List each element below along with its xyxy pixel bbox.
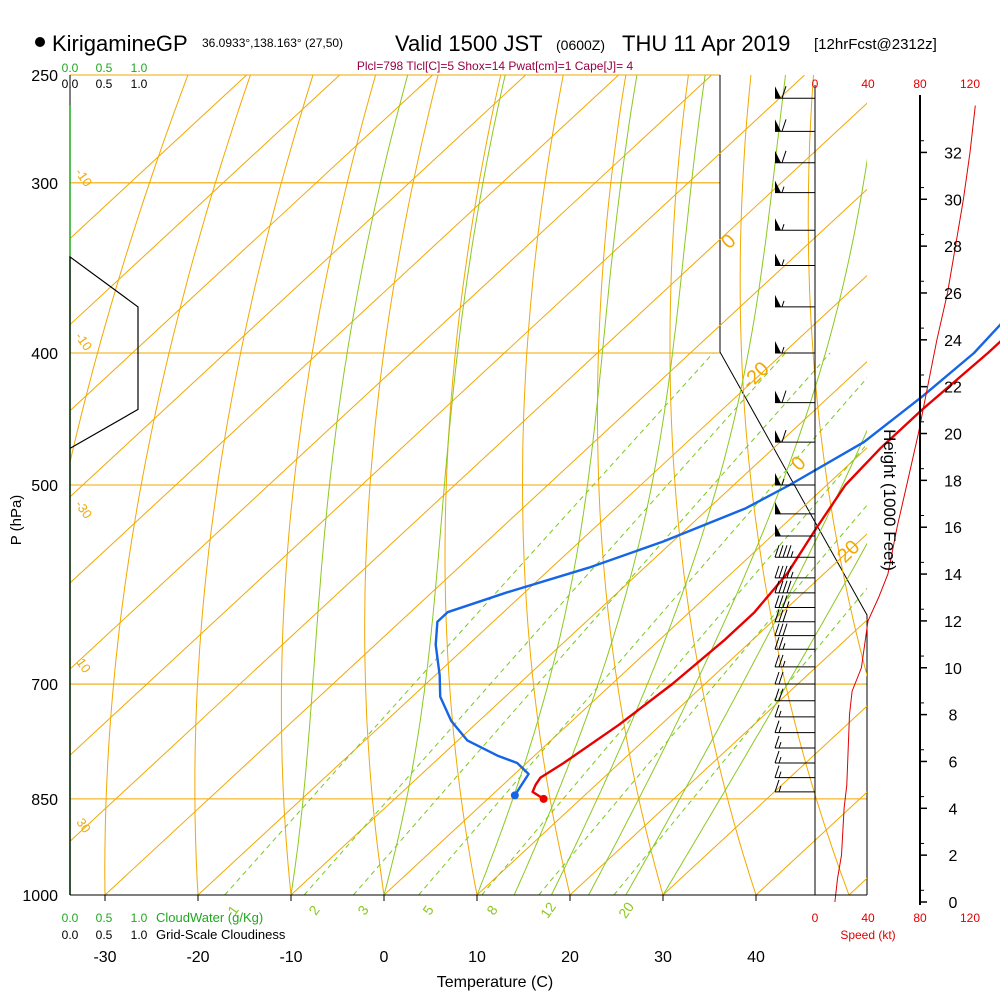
valid-date: THU 11 Apr 2019 [622,31,790,56]
speed-tick-label-bottom: 120 [960,911,980,925]
height-tick-label: 10 [944,661,962,678]
cloudwater-tick-label-top: 0.0 [62,61,79,75]
cloudiness-tick-label-bottom: 0.5 [96,928,113,942]
temperature-tick-label: 0 [380,949,389,966]
dewpoint-surface-marker [511,791,519,799]
height-tick-label: 4 [949,801,958,818]
speed-tick-label-bottom: 40 [861,911,875,925]
temperature-tick-label: 20 [561,949,579,966]
x-axis-title: Temperature (C) [437,974,553,991]
valid-time: Valid 1500 JST [395,31,543,56]
cloudwater-tick-label-bottom: 0.0 [62,911,79,925]
cloudiness-tick-label-bottom: 1.0 [131,928,148,942]
height-tick-label: 8 [949,708,958,725]
forecast-info: [12hrFcst@2312z] [814,36,937,53]
pressure-tick-label: 1000 [22,888,58,905]
height-tick-label: 12 [944,614,962,631]
stability-indices: Plcl=798 Tlcl[C]=5 Shox=14 Pwat[cm]=1 Ca… [357,59,634,73]
cloudiness-tick-label-top: 0.5 [96,77,113,91]
height-tick-label: 6 [949,754,958,771]
pressure-tick-label: 400 [31,346,58,363]
temperature-tick-label: 30 [654,949,672,966]
height-tick-label: 18 [944,473,962,490]
temperature-surface-marker [540,795,548,803]
temperature-tick-label: -30 [93,949,116,966]
pressure-tick-label: 500 [31,478,58,495]
speed-tick-label-top: 120 [960,77,980,91]
height-tick-label: 32 [944,145,962,162]
height-tick-label: 2 [949,848,958,865]
cloudwater-tick-label-bottom: 0.5 [96,911,113,925]
speed-tick-label-top: 0 [812,77,819,91]
cloudwater-tick-label-top: 0.5 [96,61,113,75]
height-tick-label: 16 [944,520,962,537]
speed-tick-label-top: 40 [861,77,875,91]
height-tick-label: 22 [944,380,962,397]
height-tick-label: 20 [944,427,962,444]
pressure-tick-label: 850 [31,792,58,809]
cloudiness-title: Grid-Scale Cloudiness [156,927,286,942]
temperature-tick-label: -20 [186,949,209,966]
station-coords: 36.0933°,138.163° (27,50) [202,36,343,50]
station-dot-icon [35,37,45,47]
height-tick-label: 28 [944,239,962,256]
valid-utc: (0600Z) [556,37,605,53]
height-tick-label: 30 [944,192,962,209]
cloudiness-tick-label-bottom: 0.0 [62,928,79,942]
speed-tick-label-top: 80 [913,77,927,91]
height-tick-label: 26 [944,286,962,303]
pressure-tick-label: 300 [31,176,58,193]
cloudwater-tick-label-bottom: 1.0 [131,911,148,925]
speed-tick-label-bottom: 80 [913,911,927,925]
height-tick-label: 24 [944,333,962,350]
temperature-tick-label: 10 [468,949,486,966]
cloudiness-tick-label-top: 0.0 [62,77,79,91]
height-tick-label: 0 [949,895,958,912]
cloudwater-tick-label-top: 1.0 [131,61,148,75]
pressure-tick-label: 700 [31,677,58,694]
temperature-tick-label: 40 [747,949,765,966]
y-axis-title: P (hPa) [8,495,25,546]
speed-tick-label-bottom: 0 [812,911,819,925]
speed-axis-title: Speed (kt) [840,928,895,942]
cloudiness-tick-label-top: 1.0 [131,77,148,91]
pressure-tick-label: 250 [31,68,58,85]
cloudwater-title: CloudWater (g/Kg) [156,910,263,925]
temperature-tick-label: -10 [279,949,302,966]
station-name: KirigamineGP [52,31,188,56]
height-tick-label: 14 [944,567,962,584]
height-axis-title: Height (1000 Feet) [880,429,899,571]
